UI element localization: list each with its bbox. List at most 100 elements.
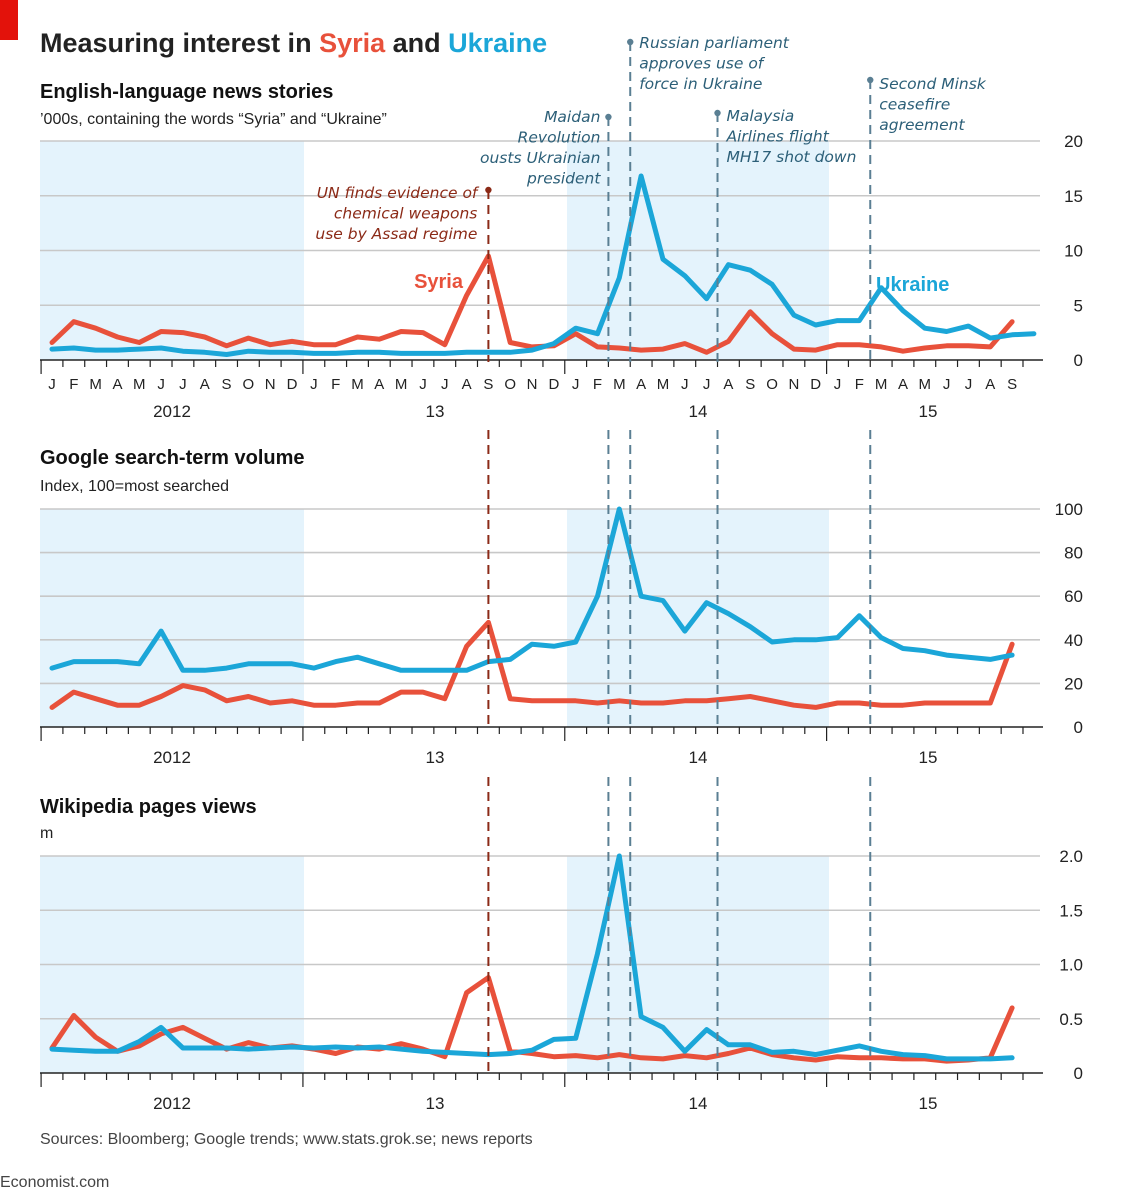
month-label: S xyxy=(222,376,232,393)
year-label: 15 xyxy=(919,748,938,767)
month-label: J xyxy=(681,376,689,393)
month-label: M xyxy=(395,376,408,393)
month-label: S xyxy=(1007,376,1017,393)
y-tick-label: 15 xyxy=(1064,187,1083,206)
event-annotation-line: approves use of xyxy=(639,55,766,73)
month-label: J xyxy=(419,376,427,393)
panel-title: Wikipedia pages views xyxy=(40,796,257,818)
y-tick-label: 0.5 xyxy=(1059,1010,1083,1029)
month-label: A xyxy=(374,376,384,393)
month-label: M xyxy=(919,376,932,393)
year-label: 2012 xyxy=(153,1094,191,1113)
event-annotation-line: Second Minsk xyxy=(879,75,987,93)
title-syria: Syria xyxy=(319,28,386,58)
series-line-ukraine xyxy=(49,506,1015,673)
year-label: 13 xyxy=(426,1094,445,1113)
y-tick-label: 0 xyxy=(1074,351,1083,370)
y-tick-label: 80 xyxy=(1064,544,1083,563)
month-label: M xyxy=(875,376,888,393)
y-tick-label: 2.0 xyxy=(1059,847,1083,866)
y-tick-label: 1.5 xyxy=(1059,901,1083,920)
year-label: 14 xyxy=(689,748,708,767)
panel-subtitle: ’000s, containing the words “Syria” and … xyxy=(40,111,387,128)
month-label: A xyxy=(723,376,733,393)
event-marker xyxy=(627,38,634,46)
year-label: 15 xyxy=(919,1094,938,1113)
year-label: 13 xyxy=(426,402,445,421)
event-annotation-line: Malaysia xyxy=(727,107,795,125)
month-label: O xyxy=(766,376,778,393)
event-annotation-line: force in Ukraine xyxy=(639,75,762,93)
event-annotation-line: UN finds evidence of xyxy=(317,184,480,202)
panel-subtitle: m xyxy=(40,825,53,842)
series-line-ukraine xyxy=(49,173,1037,357)
y-tick-label: 100 xyxy=(1055,500,1083,519)
event-annotation-line: chemical weapons xyxy=(334,205,477,223)
month-label: M xyxy=(133,376,146,393)
month-label: F xyxy=(69,376,78,393)
month-label: M xyxy=(657,376,670,393)
event-marker xyxy=(714,109,721,117)
panel-subtitle: Index, 100=most searched xyxy=(40,478,229,495)
month-label: O xyxy=(243,376,255,393)
month-label: A xyxy=(112,376,122,393)
series-line-ukraine xyxy=(49,853,1015,1062)
month-label: F xyxy=(593,376,602,393)
month-label: A xyxy=(985,376,995,393)
y-tick-label: 10 xyxy=(1064,242,1083,261)
event-annotation-line: Airlines flight xyxy=(726,128,830,146)
title-and: and xyxy=(385,28,448,58)
month-label: N xyxy=(265,376,276,393)
month-label: D xyxy=(810,376,821,393)
month-label: S xyxy=(483,376,493,393)
month-label: F xyxy=(855,376,864,393)
series-label-ukraine: Ukraine xyxy=(876,274,949,296)
panel-2: 0 20 40 60 80 100 2012 13 14 15 Google search-term… xyxy=(40,447,1083,767)
y-tick-label: 20 xyxy=(1064,674,1083,693)
annotations-group: UN finds evidence of chemical weapons use … xyxy=(315,34,986,296)
panel-3: 0 0.5 1.0 1.5 2.0 2012 13 14 15 Wikipedia pages v… xyxy=(40,796,1083,1113)
y-tick-label: 5 xyxy=(1074,296,1083,315)
month-label: J xyxy=(48,376,56,393)
year-label: 2012 xyxy=(153,402,191,421)
year-label: 2012 xyxy=(153,748,191,767)
month-label: A xyxy=(462,376,472,393)
series-line-syria xyxy=(49,619,1015,710)
month-label: J xyxy=(441,376,449,393)
month-label: J xyxy=(965,376,973,393)
month-label: S xyxy=(745,376,755,393)
event-annotation-line: ousts Ukrainian xyxy=(480,149,600,167)
panel-title: English-language news stories xyxy=(40,81,333,103)
event-annotation-line: ceasefire xyxy=(879,96,950,114)
month-label: D xyxy=(548,376,559,393)
month-label: J xyxy=(572,376,580,393)
y-tick-label: 0 xyxy=(1074,718,1083,737)
title-ukraine: Ukraine xyxy=(448,28,547,58)
sources-note: Sources: Bloomberg; Google trends; www.s… xyxy=(40,1131,533,1148)
year-label: 13 xyxy=(426,748,445,767)
title-prefix: Measuring interest in xyxy=(40,28,319,58)
brand-label: Economist.com xyxy=(0,1174,109,1191)
month-label: J xyxy=(834,376,842,393)
event-marker xyxy=(867,76,874,84)
series-line-syria xyxy=(49,975,1015,1064)
month-label: M xyxy=(351,376,364,393)
y-tick-label: 1.0 xyxy=(1059,956,1083,975)
red-corner-tag xyxy=(0,0,18,40)
month-label: F xyxy=(331,376,340,393)
month-label: N xyxy=(788,376,799,393)
month-label: J xyxy=(179,376,187,393)
month-label: A xyxy=(200,376,210,393)
series-label-syria: Syria xyxy=(414,271,464,293)
y-tick-label: 60 xyxy=(1064,587,1083,606)
month-label: J xyxy=(310,376,318,393)
year-label: 14 xyxy=(689,402,708,421)
month-label: J xyxy=(157,376,165,393)
month-label: N xyxy=(527,376,538,393)
event-annotation-line: president xyxy=(526,170,601,188)
month-label: A xyxy=(636,376,646,393)
month-label: J xyxy=(943,376,951,393)
